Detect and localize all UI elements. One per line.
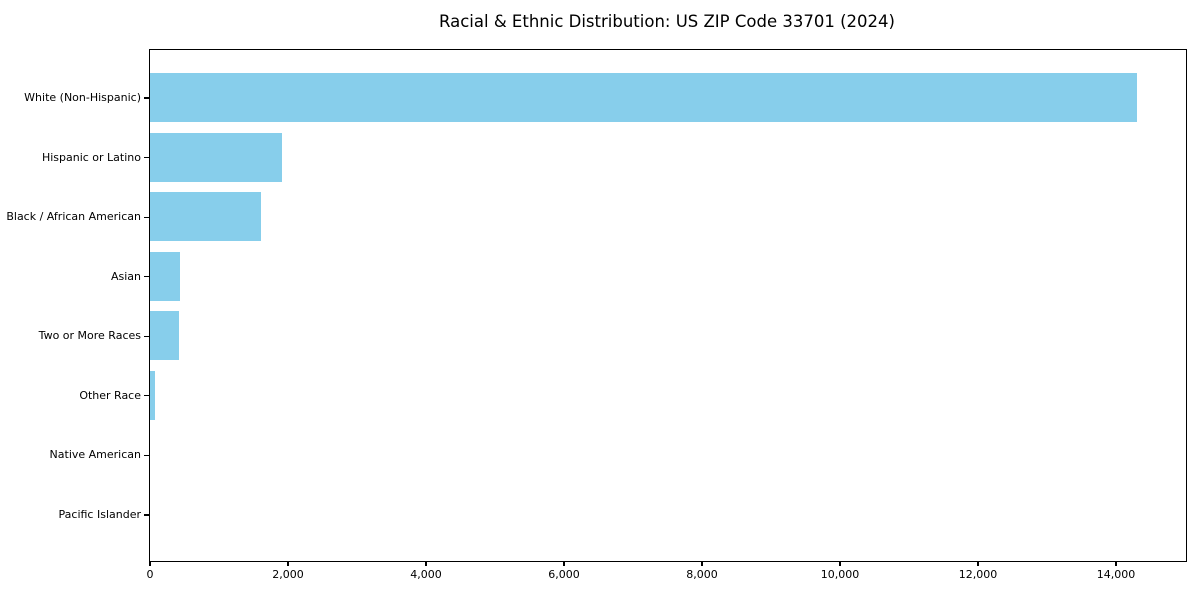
- x-tick-mark: [149, 561, 151, 566]
- y-tick-label: Native American: [49, 448, 141, 462]
- y-axis-labels: White (Non-Hispanic) Hispanic or Latino Bl…: [0, 51, 149, 561]
- chart-title: Racial & Ethnic Distribution: US ZIP Cod…: [439, 12, 895, 31]
- y-tick-label: White (Non-Hispanic): [24, 91, 141, 104]
- x-tick-label: 8,000: [686, 567, 718, 581]
- x-tick-label: 0: [146, 567, 154, 581]
- y-tick-mark: [143, 276, 149, 278]
- bar: [149, 311, 179, 361]
- x-tick-mark: [1115, 561, 1117, 566]
- x-tick-mark: [563, 561, 565, 566]
- x-tick-label: 12,000: [958, 567, 998, 581]
- x-tick-mark: [701, 561, 703, 566]
- y-tick-label: Other Race: [79, 388, 141, 402]
- y-tick-mark: [143, 395, 149, 397]
- y-tick-label: Hispanic or Latino: [41, 150, 141, 164]
- x-tick-label: 10,000: [820, 567, 860, 581]
- y-tick-mark: [143, 216, 149, 218]
- x-axis-ticks: 0 2,000 4,000 6,000 8,000 10,000 12,000 14,000: [147, 561, 1185, 592]
- y-tick-mark: [143, 97, 149, 99]
- y-tick-label: Black / African American: [6, 210, 141, 224]
- y-tick-label: Asian: [110, 269, 141, 283]
- y-tick-mark: [143, 454, 149, 456]
- y-tick-label: Two or More Races: [38, 329, 141, 343]
- y-tick-label: Pacific Islander: [58, 507, 141, 521]
- x-tick-mark: [839, 561, 841, 566]
- bar: [149, 192, 261, 242]
- x-tick-mark: [425, 561, 427, 566]
- x-tick-mark: [287, 561, 289, 566]
- x-tick-mark: [977, 561, 979, 566]
- plot-area: [148, 49, 1187, 562]
- y-tick-mark: [143, 156, 149, 159]
- bar: [149, 370, 156, 420]
- bar: [149, 251, 180, 301]
- x-tick-label: 6,000: [548, 567, 580, 581]
- y-tick-mark: [143, 335, 149, 337]
- x-tick-label: 4,000: [410, 567, 442, 581]
- x-tick-label: 2,000: [272, 567, 304, 581]
- bar: [149, 73, 1138, 122]
- y-tick-mark: [143, 514, 149, 516]
- bar: [149, 132, 283, 182]
- x-tick-label: 14,000: [1096, 567, 1136, 581]
